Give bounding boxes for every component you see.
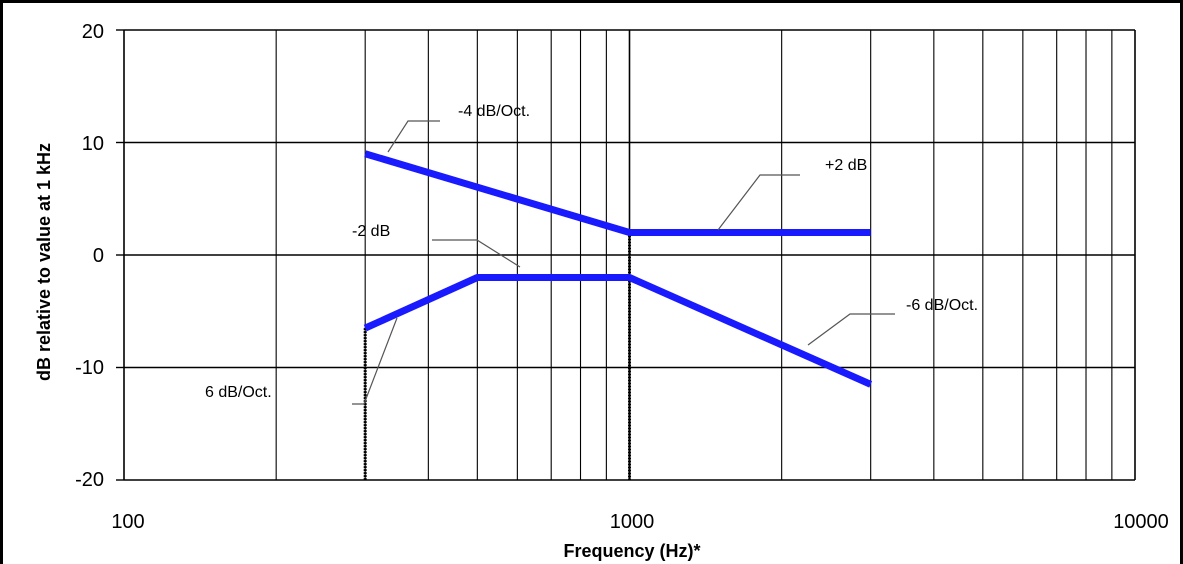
y-tick-label: 10	[82, 133, 104, 155]
annotation-label: +2 dB	[825, 157, 867, 174]
series-lines	[363, 150, 873, 388]
annotation-leader	[352, 317, 398, 405]
x-tick-labels: 100 1000 10000	[111, 511, 1169, 533]
annotation-label: -2 dB	[352, 223, 390, 240]
annotation-leader	[432, 239, 521, 268]
annotation-label: -4 dB/Oct.	[458, 103, 530, 120]
x-tick-label: 10000	[1113, 511, 1169, 533]
y-axis-label: dB relative to value at 1 kHz	[34, 143, 54, 381]
y-tick-label: 20	[82, 21, 104, 43]
x-axis-label: Frequency (Hz)*	[563, 541, 700, 561]
y-tick-labels: 20 10 0 -10 -20	[75, 21, 104, 491]
grid-lines	[116, 29, 1136, 481]
vertical-markers	[363, 232, 631, 480]
annotation-leader	[717, 174, 800, 231]
annotations: -4 dB/Oct. +2 dB -2 dB -6 dB/Oct. 6 dB/O…	[205, 103, 978, 401]
y-tick-label: 0	[93, 245, 104, 267]
series-line-1	[364, 150, 871, 236]
annotation-leader	[387, 120, 440, 153]
y-tick-label: -20	[75, 469, 104, 491]
annotation-label: -6 dB/Oct.	[906, 297, 978, 314]
series-line-2	[363, 274, 873, 388]
y-tick-label: -10	[75, 357, 104, 379]
annotation-leader	[807, 313, 895, 346]
annotation-leaders	[352, 120, 895, 405]
x-tick-label: 1000	[610, 511, 655, 533]
annotation-label: 6 dB/Oct.	[205, 384, 272, 401]
x-tick-label: 100	[111, 511, 144, 533]
